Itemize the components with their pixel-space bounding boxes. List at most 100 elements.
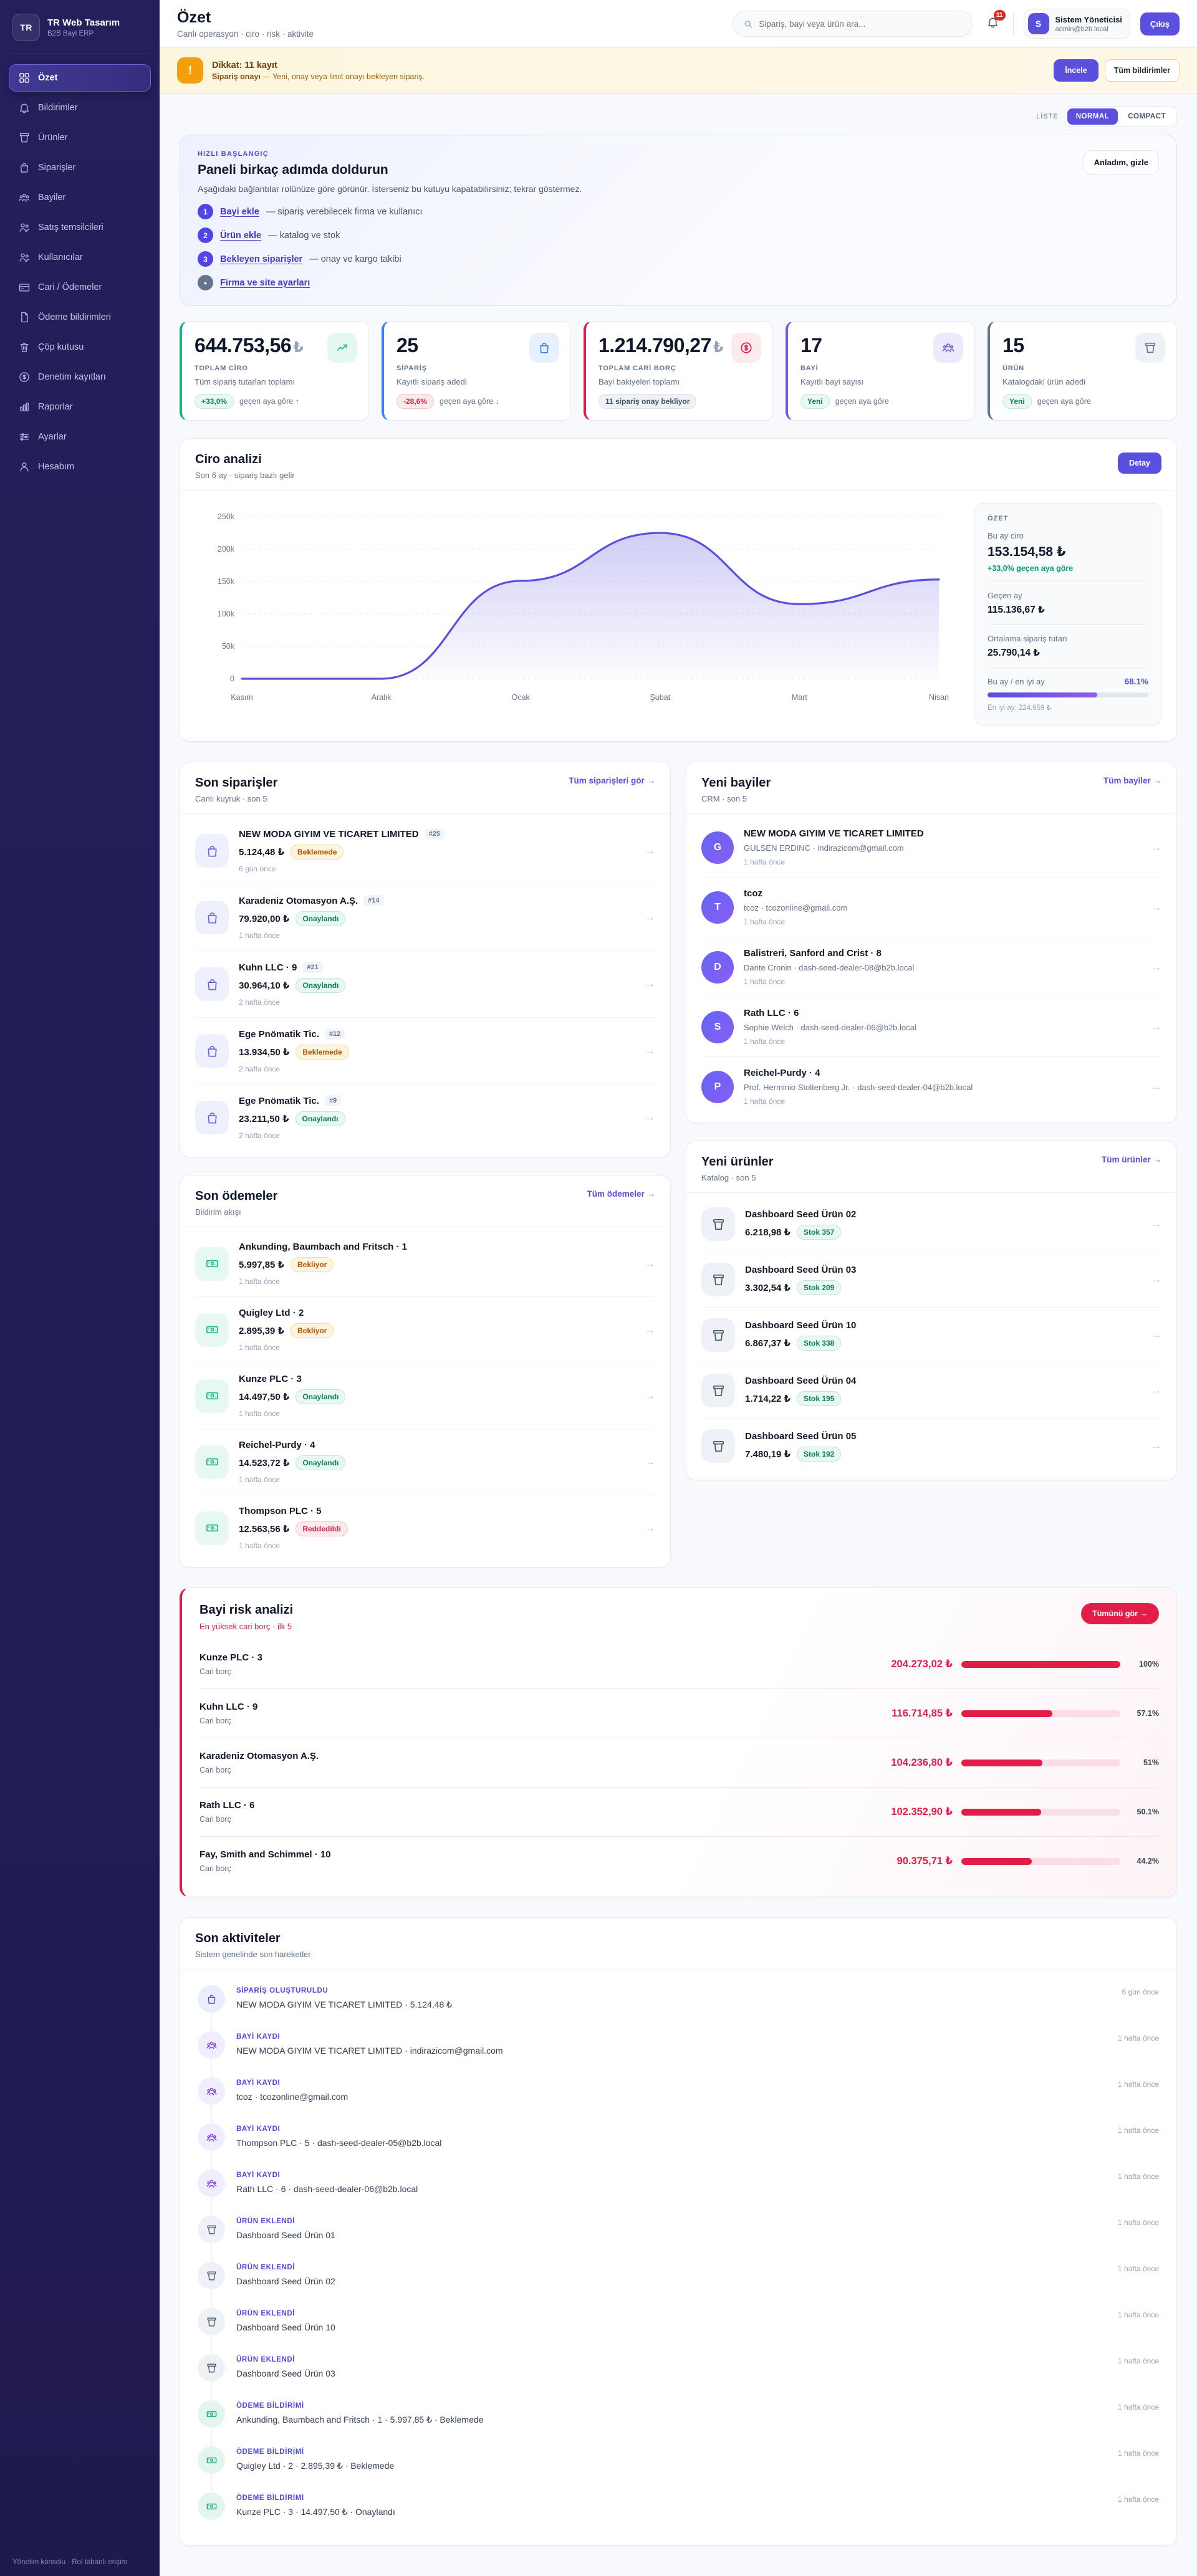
arrow-right-icon[interactable]: → (645, 1455, 655, 1468)
payment-row[interactable]: Thompson PLC · 5 12.563,56 ₺ Reddedildi 1… (195, 1495, 655, 1561)
dealer-row[interactable]: S Rath LLC · 6 Sophie Welch · dash-seed-… (701, 997, 1161, 1057)
payment-row[interactable]: Kunze PLC · 3 14.497,50 ₺ Onaylandı 1 haf… (195, 1363, 655, 1429)
dealers-title: Yeni bayiler (701, 776, 771, 790)
sidebar-item-label: Ödeme bildirimleri (38, 312, 111, 322)
user-menu[interactable]: S Sistem Yöneticisi admin@b2b.local (1023, 9, 1130, 39)
risk-debt-label: Cari borç (200, 1864, 231, 1873)
notifications-button[interactable]: 11 (983, 10, 1006, 34)
global-search[interactable] (732, 11, 973, 37)
all-orders-link[interactable]: Tüm siparişleri gör → (569, 776, 655, 785)
payment-row[interactable]: Ankunding, Baumbach and Fritsch · 1 5.99… (195, 1231, 655, 1297)
sidebar-item-raporlar[interactable]: Raporlar (9, 393, 151, 421)
sidebar-item-ozet[interactable]: Özet (9, 64, 151, 92)
view-all-risk-button[interactable]: Tümünü gör → (1081, 1603, 1159, 1624)
search-input[interactable] (759, 19, 962, 29)
step-link[interactable]: Bekleyen siparişler (220, 254, 303, 264)
arrow-right-icon[interactable]: → (645, 978, 655, 990)
kpi-value: 1.214.790,27 ₺ (598, 334, 724, 357)
sidebar-item-bayiler[interactable]: Bayiler (9, 184, 151, 211)
dealer-row[interactable]: T tcoz tcoz · tcozonline@gmail.com 1 haf… (701, 878, 1161, 937)
arrow-right-icon[interactable]: → (1151, 901, 1161, 913)
density-compact-button[interactable]: COMPACT (1119, 108, 1175, 125)
arrow-right-icon[interactable]: → (645, 911, 655, 923)
kpi-compare-text: geçen aya göre (1037, 397, 1091, 406)
dealer-contact: GULSEN ERDINC · indirazicom@gmail.com (744, 843, 904, 853)
delta-text: +33,0% geçen aya göre (988, 564, 1074, 573)
sidebar-item-odeme-bildirimleri[interactable]: Ödeme bildirimleri (9, 304, 151, 331)
arrow-right-icon[interactable]: → (1151, 1080, 1161, 1093)
currency-symbol: ₺ (293, 339, 304, 356)
product-row[interactable]: Dashboard Seed Ürün 03 3.302,54 ₺ Stok 20… (701, 1252, 1161, 1308)
payment-row[interactable]: Quigley Ltd · 2 2.895,39 ₺ Bekliyor 1 haf… (195, 1297, 655, 1363)
sidebar-item-bildirimler[interactable]: Bildirimler (9, 94, 151, 122)
order-row[interactable]: Kuhn LLC · 9 #21 30.964,10 ₺ Onaylandı 2 h… (195, 951, 655, 1018)
arrow-right-icon[interactable]: → (1151, 1440, 1161, 1452)
order-row[interactable]: Ege Pnömatik Tic. #9 23.211,50 ₺ Onaylandı… (195, 1085, 655, 1151)
arrow-right-icon[interactable]: → (1151, 841, 1161, 853)
sidebar-item-cop-kutusu[interactable]: Çöp kutusu (9, 333, 151, 361)
arrow-right-icon[interactable]: → (645, 1045, 655, 1056)
dealer-row[interactable]: P Reichel-Purdy · 4 Prof. Herminio Stolt… (701, 1057, 1161, 1116)
dismiss-button[interactable]: Anladım, gizle (1083, 150, 1159, 175)
order-row[interactable]: Karadeniz Otomasyon A.Ş. #14 79.920,00 ₺ O… (195, 884, 655, 951)
step-description: — sipariş verebilecek firma ve kullanıcı (266, 206, 423, 217)
kpi-row: 644.753,56 ₺ TOPLAM CİRO Tüm sipariş tuta… (180, 321, 1177, 421)
all-dealers-link[interactable]: Tüm bayiler → (1103, 776, 1161, 785)
all-notifications-button[interactable]: Tüm bildirimler (1104, 59, 1180, 82)
arrow-right-icon[interactable]: → (1151, 1329, 1161, 1341)
product-row[interactable]: Dashboard Seed Ürün 04 1.714,22 ₺ Stok 19… (701, 1363, 1161, 1419)
activities-title: Son aktiviteler (195, 1932, 281, 1945)
product-row[interactable]: Dashboard Seed Ürün 05 7.480,19 ₺ Stok 19… (701, 1419, 1161, 1473)
order-amount: 13.934,50 ₺ (239, 1047, 290, 1058)
activity-row: ÖDEME BİLDİRİMİ Ankunding, Baumbach and … (198, 2391, 1159, 2437)
list-columns: Son siparişler Canlı kuyruk · son 5 Tüm … (180, 762, 1177, 1568)
order-amount: 79.920,00 ₺ (239, 914, 290, 924)
all-payments-link[interactable]: Tüm ödemeler → (587, 1189, 655, 1199)
kpi-value: 15 (1002, 334, 1024, 357)
sidebar-item-denetim-kayitlari[interactable]: Denetim kayıtları (9, 363, 151, 391)
activity-row: ÖDEME BİLDİRİMİ Quigley Ltd · 2 · 2.895,… (198, 2437, 1159, 2483)
step-link[interactable]: Ürün ekle (220, 230, 262, 241)
logout-button[interactable]: Çıkış (1140, 12, 1180, 36)
payment-row[interactable]: Reichel-Purdy · 4 14.523,72 ₺ Onaylandı 1… (195, 1429, 655, 1495)
arrow-right-icon[interactable]: → (645, 845, 655, 856)
sidebar-item-hesabim[interactable]: Hesabım (9, 453, 151, 481)
dealer-time: 1 hafta önce (744, 1097, 786, 1106)
svg-text:Mart: Mart (792, 693, 808, 702)
step-link[interactable]: Bayi ekle (220, 206, 259, 217)
arrow-right-icon[interactable]: → (1151, 1273, 1161, 1285)
product-row[interactable]: Dashboard Seed Ürün 02 6.218,98 ₺ Stok 35… (701, 1197, 1161, 1252)
arrow-right-icon[interactable]: → (1151, 1020, 1161, 1033)
arrow-right-icon[interactable]: → (645, 1389, 655, 1402)
detail-button[interactable]: Detay (1117, 452, 1161, 474)
order-amount: 5.124,48 ₺ (239, 847, 284, 858)
arrow-right-icon[interactable]: → (645, 1521, 655, 1534)
review-button[interactable]: İncele (1054, 59, 1098, 82)
density-normal-button[interactable]: NORMAL (1067, 108, 1118, 125)
arrow-right-icon[interactable]: → (1151, 1218, 1161, 1230)
stock-badge: Stok 195 (797, 1391, 842, 1406)
step-link[interactable]: Firma ve site ayarları (220, 277, 310, 288)
product-row[interactable]: Dashboard Seed Ürün 10 6.867,37 ₺ Stok 33… (701, 1308, 1161, 1363)
sidebar-item-ayarlar[interactable]: Ayarlar (9, 423, 151, 451)
sidebar-item-kullanicilar[interactable]: Kullanıcılar (9, 244, 151, 271)
arrow-right-icon[interactable]: → (645, 1111, 655, 1123)
topbar-right: 11 S Sistem Yöneticisi admin@b2b.local Ç… (732, 9, 1180, 39)
dealer-row[interactable]: G NEW MODA GIYIM VE TICARET LIMITED GULS… (701, 818, 1161, 878)
sidebar-item-cari-odemeler[interactable]: Cari / Ödemeler (9, 274, 151, 301)
dealer-row[interactable]: D Balistreri, Sanford and Crist · 8 Dant… (701, 937, 1161, 997)
order-row[interactable]: NEW MODA GIYIM VE TICARET LIMITED #25 5.1… (195, 818, 655, 884)
sidebar-item-satis-temsilcileri[interactable]: Satış temsilcileri (9, 214, 151, 241)
order-row[interactable]: Ege Pnömatik Tic. #12 13.934,50 ₺ Beklemed… (195, 1018, 655, 1085)
ratio-progress-fill (988, 692, 1097, 697)
sidebar-item-siparisler[interactable]: Siparişler (9, 154, 151, 181)
arrow-right-icon[interactable]: → (645, 1323, 655, 1336)
all-products-link[interactable]: Tüm ürünler → (1101, 1155, 1161, 1164)
arrow-right-icon[interactable]: → (645, 1257, 655, 1270)
arrow-right-icon[interactable]: → (1151, 1384, 1161, 1396)
svg-text:Nisan: Nisan (929, 693, 949, 702)
activity-description: Kunze PLC · 3 · 14.497,50 ₺ · Onaylandı (236, 2507, 395, 2517)
activity-description: tcoz · tcozonline@gmail.com (236, 2092, 349, 2102)
arrow-right-icon[interactable]: → (1151, 960, 1161, 973)
sidebar-item-urunler[interactable]: Ürünler (9, 124, 151, 151)
